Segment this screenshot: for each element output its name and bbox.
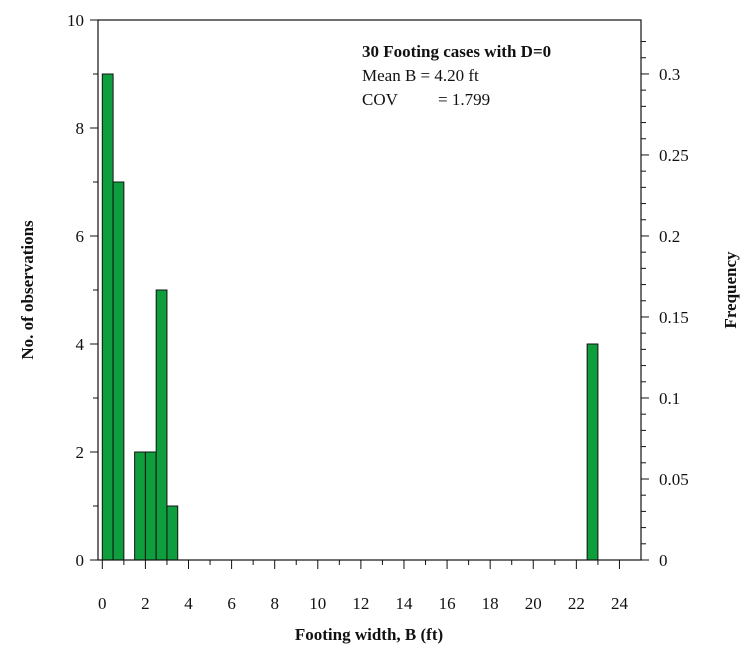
y2-tick-label: 0 bbox=[659, 551, 668, 570]
y2-tick-label: 0.15 bbox=[659, 308, 689, 327]
x-tick-label: 8 bbox=[270, 594, 279, 613]
annotation-cov-value: = 1.799 bbox=[438, 90, 490, 109]
histogram-bar-1 bbox=[112, 181, 125, 561]
annotation-mean: Mean B = 4.20 ft bbox=[362, 66, 479, 85]
y-axis-label: No. of observations bbox=[18, 220, 37, 360]
x-tick-label: 18 bbox=[482, 594, 499, 613]
y2-tick-label: 0.1 bbox=[659, 389, 680, 408]
annotation-cov-label: COV bbox=[362, 90, 399, 109]
y2-tick-label: 0.2 bbox=[659, 227, 680, 246]
x-tick-label: 4 bbox=[184, 594, 193, 613]
x-tick-label: 2 bbox=[141, 594, 150, 613]
y-tick-label: 6 bbox=[76, 227, 85, 246]
x-tick-label: 16 bbox=[439, 594, 456, 613]
histogram-bar-3 bbox=[144, 451, 157, 561]
histogram-bar-0 bbox=[101, 73, 114, 561]
y-tick-label: 8 bbox=[76, 119, 85, 138]
y2-tick-label: 0.25 bbox=[659, 146, 689, 165]
y2-tick-label: 0.3 bbox=[659, 65, 680, 84]
x-tick-label: 14 bbox=[395, 594, 413, 613]
x-tick-label: 6 bbox=[227, 594, 236, 613]
y-tick-label: 4 bbox=[76, 335, 85, 354]
x-tick-label: 10 bbox=[309, 594, 326, 613]
bars-group bbox=[101, 73, 599, 561]
histogram-bar-2 bbox=[134, 451, 146, 561]
histogram-bar-6 bbox=[586, 343, 599, 561]
y-tick-label: 2 bbox=[76, 443, 85, 462]
y2-tick-label: 0.05 bbox=[659, 470, 689, 489]
y2-axis-label: Frequency bbox=[721, 251, 740, 329]
y-tick-label: 10 bbox=[67, 11, 84, 30]
plot-frame bbox=[97, 19, 642, 561]
x-tick-label: 0 bbox=[98, 594, 107, 613]
histogram-bar-5 bbox=[166, 505, 179, 561]
x-axis-label: Footing width, B (ft) bbox=[295, 625, 443, 644]
x-tick-label: 12 bbox=[352, 594, 369, 613]
histogram-bar-4 bbox=[155, 289, 168, 561]
chart-title: 30 Footing cases with D=0 bbox=[362, 42, 551, 61]
x-tick-label: 22 bbox=[568, 594, 585, 613]
x-tick-label: 24 bbox=[611, 594, 629, 613]
y-tick-label: 0 bbox=[76, 551, 85, 570]
x-tick-label: 20 bbox=[525, 594, 542, 613]
ticks-group: 0 2 4 6 8 10 12 14 16 18 20 22 24024681000.050.10.15… bbox=[67, 11, 689, 613]
